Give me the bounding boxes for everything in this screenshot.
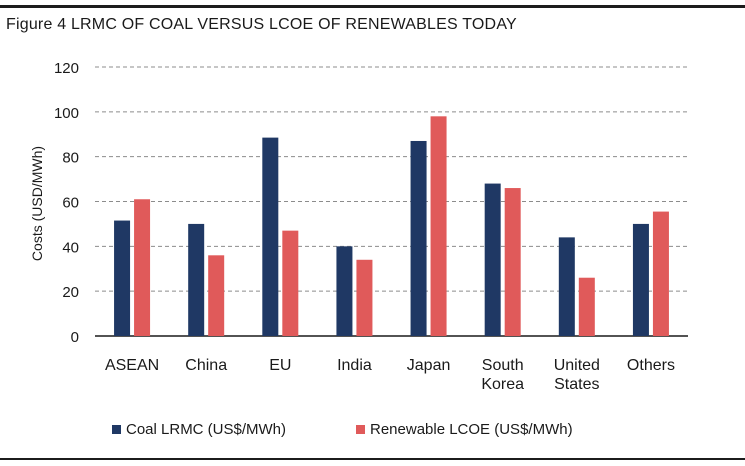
y-tick-label: 40 [62,239,79,256]
bar-coal [410,140,427,336]
y-tick-label: 120 [54,60,79,77]
y-tick-label: 20 [62,284,79,301]
bar-coal [114,220,131,336]
bar-renewable [208,255,225,336]
bar-renewable [578,277,595,336]
bar-coal [336,246,353,336]
bar-renewable [430,116,447,336]
x-tick-label: India [337,357,372,374]
bar-coal [262,137,279,336]
legend-label-coal: Coal LRMC (US$/MWh) [126,421,286,438]
bar-coal [484,183,501,336]
bottom-rule [0,458,745,460]
y-axis-label: Costs (USD/MWh) [29,146,45,261]
bar-renewable [282,230,299,336]
bar-coal [558,237,575,336]
bar-coal [188,223,205,336]
x-tick-label: Korea [481,376,524,393]
bar-renewable [652,211,669,336]
bar-coal [632,223,649,336]
legend-label-renewable: Renewable LCOE (US$/MWh) [370,421,573,438]
bar-renewable [356,259,373,336]
y-tick-label: 80 [62,150,79,167]
x-tick-label: Japan [407,357,451,374]
bar-renewable [134,199,151,336]
x-tick-label: ASEAN [105,357,159,374]
y-tick-label: 0 [71,329,79,346]
x-tick-label: China [185,357,227,374]
x-tick-label: EU [269,357,291,374]
x-tick-label: United [554,357,600,374]
top-rule [0,5,745,8]
y-tick-label: 60 [62,195,79,212]
y-tick-label: 100 [54,105,79,122]
x-tick-label: States [554,376,599,393]
legend-swatch-renewable [356,425,365,434]
bar-renewable [504,188,521,336]
figure-title: Figure 4 LRMC OF COAL VERSUS LCOE OF REN… [6,16,517,33]
legend-swatch-coal [112,425,121,434]
x-tick-label: South [482,357,524,374]
x-tick-label: Others [627,357,675,374]
